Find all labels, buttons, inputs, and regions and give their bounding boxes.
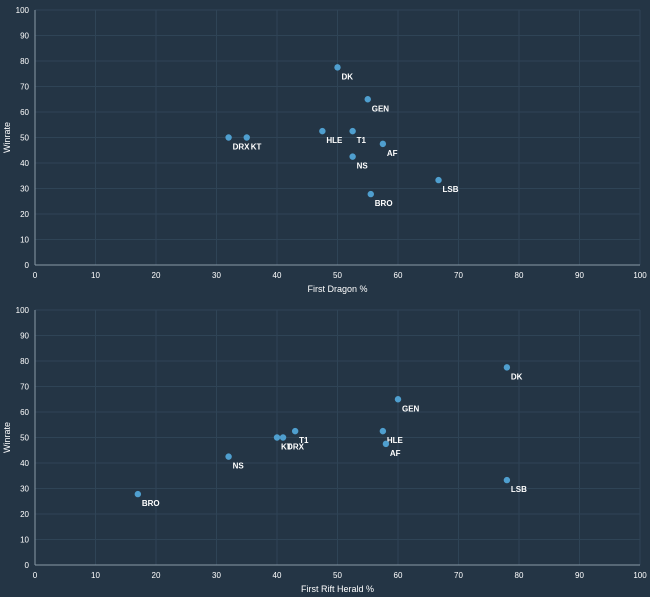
y-tick-label: 50 bbox=[20, 134, 29, 143]
x-tick-label: 10 bbox=[91, 571, 100, 580]
x-tick-label: 50 bbox=[333, 571, 342, 580]
point-label-bro: BRO bbox=[375, 199, 393, 208]
data-point-t1[interactable] bbox=[291, 427, 299, 435]
point-label-gen: GEN bbox=[402, 404, 420, 413]
x-tick-label: 80 bbox=[515, 271, 524, 280]
x-tick-label: 70 bbox=[454, 571, 463, 580]
data-point-hle[interactable] bbox=[319, 127, 326, 135]
data-point-af[interactable] bbox=[379, 140, 387, 148]
point-label-kt: KT bbox=[251, 143, 262, 152]
y-tick-label: 60 bbox=[20, 108, 29, 117]
point-label-dk: DK bbox=[511, 372, 523, 381]
x-tick-label: 30 bbox=[212, 571, 221, 580]
x-tick-label: 10 bbox=[91, 271, 100, 280]
point-label-drx: DRX bbox=[233, 143, 251, 152]
x-tick-label: 0 bbox=[33, 271, 38, 280]
data-point-gen[interactable] bbox=[364, 96, 371, 103]
data-point-bro[interactable] bbox=[134, 490, 142, 498]
x-tick-label: 90 bbox=[575, 571, 584, 580]
point-label-lsb: LSB bbox=[443, 185, 459, 194]
y-tick-label: 100 bbox=[16, 306, 30, 315]
point-label-drx: DRX bbox=[287, 443, 305, 452]
point-label-kt: KT bbox=[281, 443, 292, 452]
data-point-dk[interactable] bbox=[334, 64, 341, 71]
x-tick-label: 90 bbox=[575, 271, 584, 280]
x-tick-label: 70 bbox=[454, 271, 463, 280]
x-axis-title: First Dragon % bbox=[307, 284, 367, 294]
y-axis-title: Winrate bbox=[2, 122, 12, 153]
scatter-chart-1: 0 10 20 30 40 50 60 70 80 90 100 0 10 20 30 40 50 60 70 80 9… bbox=[2, 6, 647, 294]
y-axis-title: Winrate bbox=[2, 422, 12, 453]
y-tick-label: 0 bbox=[25, 261, 30, 270]
x-tick-label: 60 bbox=[394, 571, 403, 580]
data-point-bro[interactable] bbox=[367, 190, 374, 198]
data-point-gen[interactable] bbox=[394, 396, 402, 403]
y-tick-label: 10 bbox=[20, 236, 29, 245]
point-label-af: AF bbox=[390, 449, 401, 458]
point-label-ns: NS bbox=[233, 462, 245, 471]
point-label-hle: HLE bbox=[387, 436, 404, 445]
point-label-bro: BRO bbox=[142, 499, 160, 508]
data-point-t1[interactable] bbox=[349, 127, 356, 135]
y-tick-label: 90 bbox=[20, 332, 29, 341]
y-tick-label: 10 bbox=[20, 536, 29, 545]
y-tick-label: 70 bbox=[20, 83, 29, 92]
scatter-chart-2: 0 10 20 30 40 50 60 70 80 90 100 0 10 20 30 40 50 60 70 80 9… bbox=[2, 306, 647, 594]
x-tick-label: 50 bbox=[333, 271, 342, 280]
x-tick-label: 40 bbox=[273, 571, 282, 580]
x-tick-label: 30 bbox=[212, 271, 221, 280]
x-tick-label: 0 bbox=[33, 571, 38, 580]
data-point-kt[interactable] bbox=[273, 434, 281, 441]
y-tick-label: 50 bbox=[20, 434, 29, 443]
y-tick-label: 70 bbox=[20, 383, 29, 392]
data-point-lsb[interactable] bbox=[435, 176, 442, 184]
x-tick-label: 40 bbox=[273, 271, 282, 280]
y-tick-label: 90 bbox=[20, 32, 29, 41]
x-axis-title: First Rift Herald % bbox=[301, 584, 374, 594]
y-tick-label: 40 bbox=[20, 459, 29, 468]
point-label-t1: T1 bbox=[357, 136, 367, 145]
x-tick-label: 100 bbox=[633, 271, 647, 280]
y-tick-label: 30 bbox=[20, 185, 29, 194]
point-label-af: AF bbox=[387, 149, 398, 158]
y-tick-label: 40 bbox=[20, 159, 29, 168]
point-label-t1: T1 bbox=[299, 436, 309, 445]
data-point-af[interactable] bbox=[382, 440, 390, 448]
y-tick-label: 30 bbox=[20, 485, 29, 494]
data-point-kt[interactable] bbox=[243, 134, 250, 141]
y-tick-label: 60 bbox=[20, 408, 29, 417]
x-tick-label: 20 bbox=[152, 571, 161, 580]
data-point-dk[interactable] bbox=[503, 364, 511, 371]
point-label-dk: DK bbox=[342, 72, 354, 81]
data-point-drx[interactable] bbox=[225, 134, 232, 141]
data-point-drx[interactable] bbox=[279, 434, 287, 441]
y-tick-label: 100 bbox=[16, 6, 30, 15]
point-label-hle: HLE bbox=[326, 136, 343, 145]
x-tick-label: 80 bbox=[515, 571, 524, 580]
data-point-lsb[interactable] bbox=[503, 476, 511, 484]
y-tick-label: 80 bbox=[20, 357, 29, 366]
data-point-ns[interactable] bbox=[225, 453, 232, 460]
point-label-gen: GEN bbox=[372, 104, 390, 113]
y-tick-label: 0 bbox=[25, 561, 30, 570]
point-label-lsb: LSB bbox=[511, 485, 527, 494]
x-tick-label: 100 bbox=[633, 571, 647, 580]
data-point-hle[interactable] bbox=[379, 427, 387, 435]
y-tick-label: 20 bbox=[20, 510, 29, 519]
y-tick-label: 20 bbox=[20, 210, 29, 219]
data-point-ns[interactable] bbox=[349, 153, 356, 160]
y-tick-label: 80 bbox=[20, 57, 29, 66]
x-tick-label: 60 bbox=[394, 271, 403, 280]
point-label-ns: NS bbox=[357, 162, 369, 171]
x-tick-label: 20 bbox=[152, 271, 161, 280]
